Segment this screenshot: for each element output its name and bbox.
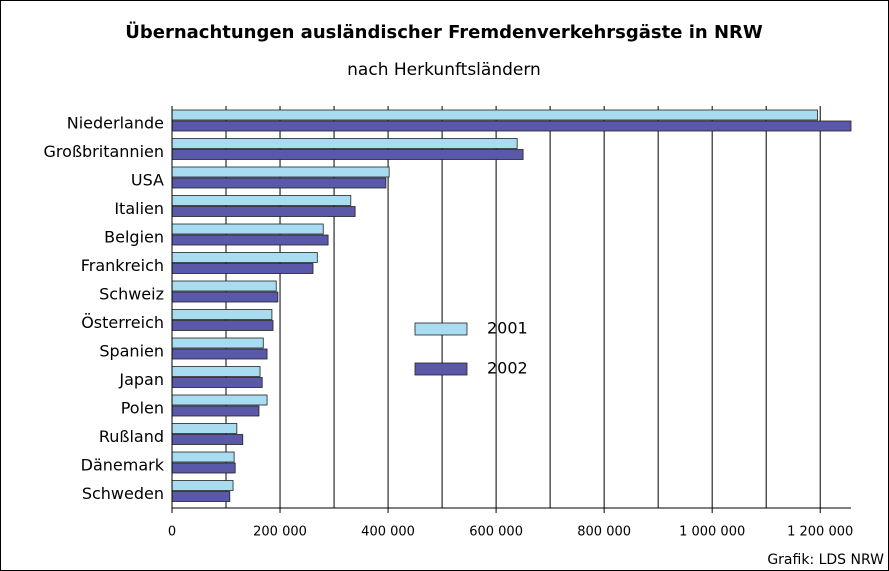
y-tick-label: Rußland (99, 427, 164, 446)
y-tick-label: Italien (114, 199, 164, 218)
legend-swatch (414, 362, 468, 376)
bar (171, 480, 234, 491)
y-tick-label: Schweiz (99, 285, 164, 304)
legend-label: 2002 (487, 359, 528, 378)
bar (171, 280, 277, 292)
x-tick-label: 1 200 000 (787, 525, 853, 540)
bar (171, 320, 274, 331)
legend-label: 2001 (487, 319, 528, 338)
y-tick-label: Spanien (99, 342, 164, 361)
y-tick-label: Polen (121, 399, 164, 418)
y-tick-label: Dänemark (81, 456, 165, 475)
x-tick-label: 1 000 000 (679, 525, 745, 540)
bar (171, 263, 314, 274)
y-tick-label: USA (131, 171, 164, 190)
bar (171, 195, 352, 206)
bar (171, 177, 387, 189)
x-tick-label: 800 000 (577, 525, 631, 540)
bar (171, 206, 356, 217)
bar (171, 120, 852, 132)
x-tick-label: 600 000 (469, 525, 523, 540)
y-tick-label: Japan (118, 370, 164, 389)
y-tick-label: Frankreich (81, 256, 164, 275)
bar (171, 462, 236, 474)
bar (171, 337, 264, 349)
bar (171, 109, 818, 121)
legend-swatch (414, 322, 468, 336)
bar (171, 491, 231, 502)
x-tick-label: 0 (168, 525, 176, 540)
y-tick-label: Schweden (82, 484, 164, 503)
bar (171, 291, 279, 303)
source: Grafik: LDS NRW (767, 552, 884, 568)
y-tick-label: Belgien (104, 228, 164, 247)
y-tick-label: Großbritannien (44, 142, 164, 161)
bar (171, 348, 268, 360)
bar (171, 394, 268, 406)
bar (171, 166, 390, 178)
bar (171, 451, 235, 463)
bar (171, 434, 244, 445)
y-tick-label: Österreich (81, 313, 164, 332)
bar (171, 223, 324, 235)
bar (171, 252, 318, 263)
chart-subtitle: nach Herkunftsländern (347, 60, 541, 80)
bar (171, 138, 518, 149)
y-tick-label: Niederlande (67, 114, 164, 133)
bar (171, 149, 524, 160)
bar (171, 405, 260, 417)
bar (171, 377, 263, 388)
x-tick-label: 200 000 (253, 525, 307, 540)
bar (171, 234, 329, 246)
bar (171, 309, 273, 320)
bar (171, 366, 261, 377)
chart-title: Übernachtungen ausländischer Fremdenverk… (125, 21, 763, 43)
x-tick-label: 400 000 (361, 525, 415, 540)
bar (171, 423, 238, 434)
